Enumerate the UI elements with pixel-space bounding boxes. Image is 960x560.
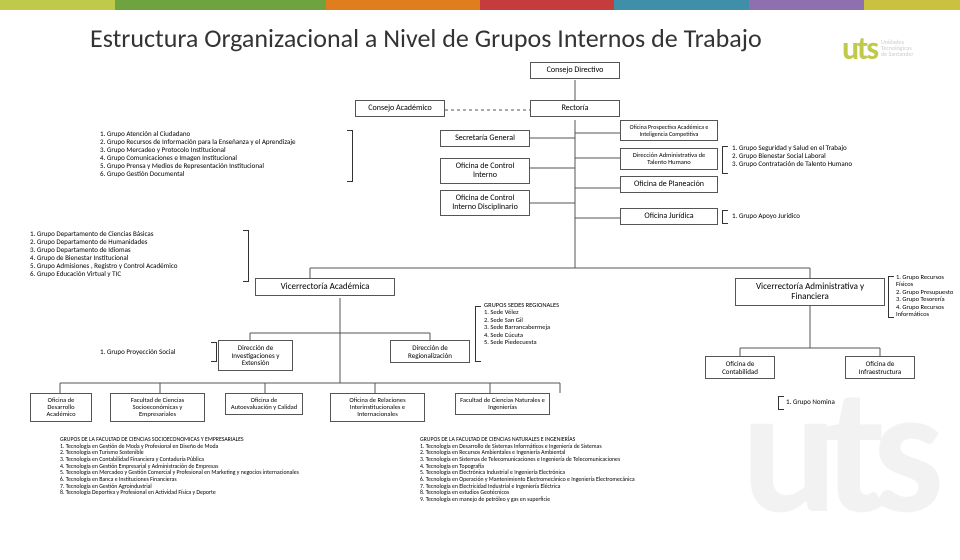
box-secretaria-general: Secretaría General	[440, 130, 530, 147]
bracket-vice-admin	[888, 276, 893, 318]
org-chart-canvas: Consejo Directivo Consejo Académico Rect…	[0, 58, 960, 540]
box-dir-admin-th: Dirección Administrativa de Talento Huma…	[620, 148, 718, 170]
bracket-invest	[212, 342, 217, 362]
list-invest-left: 1. Grupo Proyección Social	[100, 348, 210, 356]
box-autoeval: Oficina de Autoevaluación y Calidad	[225, 393, 303, 415]
bracket-rectoria-left	[348, 130, 353, 182]
top-color-bar	[0, 0, 960, 10]
box-infraestructura: Oficina de Infraestructura	[845, 356, 915, 379]
list-fac-natur-footer: GRUPOS DE LA FACULTAD DE CIENCIAS NATURA…	[420, 436, 750, 503]
list-sedes: GRUPOS SEDES REGIONALES 1. Sede Vélez 2.…	[484, 302, 614, 347]
box-dir-invest: Dirección de Investigaciones y Extensión	[218, 340, 293, 371]
list-vice-acad-left: 1. Grupo Departamento de Ciencias Básica…	[30, 230, 240, 278]
box-control-interno: Oficina de Control Interno	[440, 158, 530, 184]
box-fac-naturales: Facultad de Ciencias Naturales e Ingenie…	[455, 393, 550, 415]
bracket-sedes	[475, 306, 480, 362]
box-prospectiva: Oficina Prospectiva Académica e Intelige…	[620, 120, 718, 141]
box-control-disciplinario: Oficina de Control Interno Disciplinario	[440, 190, 530, 216]
box-rectoria: Rectoría	[530, 100, 620, 117]
box-consejo-directivo: Consejo Directivo	[530, 62, 620, 79]
bracket-vice-acad	[244, 230, 249, 282]
bracket-juridica	[722, 210, 727, 224]
list-nomina: 1. Grupo Nomina	[786, 398, 876, 406]
page-title: Estructura Organizacional a Nivel de Gru…	[0, 10, 960, 62]
box-relaciones: Oficina de Relaciones Interinstitucional…	[330, 393, 425, 422]
box-contabilidad: Oficina de Contabilidad	[705, 356, 775, 379]
box-vicerrectoria-admin: Vicerrectoría Administrativa y Financier…	[735, 278, 885, 306]
list-juridica-right: 1. Grupo Apoyo Jurídico	[732, 212, 892, 220]
box-desarrollo-academico: Oficina de Desarrollo Académico	[30, 393, 92, 422]
box-vicerrectoria-academica: Vicerrectoría Académica	[255, 278, 395, 296]
list-fac-socio-footer: GRUPOS DE LA FACULTAD DE CIENCIAS SOCIOE…	[60, 436, 360, 496]
list-vice-admin-right: 1. Grupo Recursos Físicos 2. Grupo Presu…	[896, 274, 960, 319]
list-rectoria-left: 1. Grupo Atención al Ciudadano 2. Grupo …	[100, 130, 345, 178]
box-consejo-academico: Consejo Académico	[355, 100, 445, 117]
box-juridica: Oficina Jurídica	[620, 208, 718, 225]
box-fac-socio: Facultad de Ciencias Socioeconómicas y E…	[110, 393, 205, 422]
box-dir-region: Dirección de Regionalización	[390, 340, 470, 363]
bracket-th	[722, 146, 727, 174]
logo-subtitle: Unidades Tecnológicas de Santander	[881, 39, 913, 57]
bracket-nomina	[778, 396, 783, 410]
box-planeacion: Oficina de Planeación	[620, 176, 718, 193]
list-th-right: 1. Grupo Seguridad y Salud en el Trabajo…	[732, 144, 922, 168]
